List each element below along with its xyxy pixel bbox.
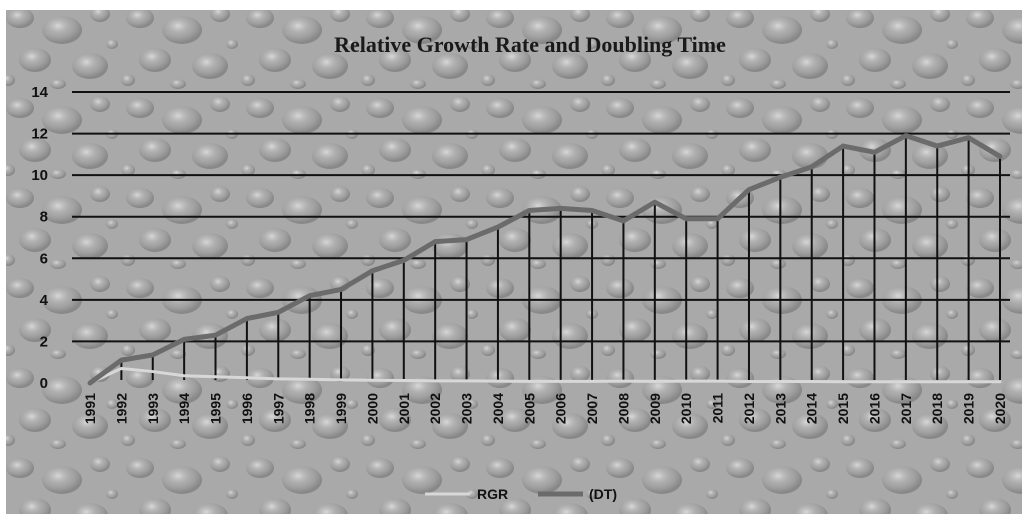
y-tick-label: 10 <box>31 167 48 184</box>
x-tick-label: 1992 <box>113 393 129 424</box>
x-tick-label: 2020 <box>992 393 1008 424</box>
y-tick-label: 8 <box>40 209 48 226</box>
y-tick-label: 0 <box>40 375 48 392</box>
legend-label-rgr: RGR <box>477 486 508 502</box>
x-tick-label: 2014 <box>804 393 820 424</box>
chart-background <box>6 10 1022 514</box>
x-tick-label: 2010 <box>678 393 694 424</box>
y-tick-label: 4 <box>40 292 49 309</box>
x-tick-label: 2012 <box>741 393 757 424</box>
x-tick-label: 2018 <box>929 393 945 424</box>
x-tick-label: 1997 <box>270 393 286 424</box>
x-tick-label: 1998 <box>302 393 318 424</box>
x-tick-label: 2000 <box>364 393 380 424</box>
x-tick-label: 1996 <box>239 393 255 424</box>
x-axis-tick-labels: 1991 1992 1993 1994 1995 1996 1997 1998 1999 2000… <box>82 393 1008 424</box>
gridlines <box>72 91 1010 380</box>
x-tick-label: 2005 <box>521 393 537 424</box>
y-tick-label: 2 <box>40 333 48 350</box>
x-tick-label: 1999 <box>333 393 349 424</box>
x-tick-label: 2017 <box>898 393 914 424</box>
legend-label-dt: (DT) <box>589 486 617 502</box>
series-line-dt <box>87 133 1003 386</box>
x-tick-label: 2007 <box>584 393 600 424</box>
y-tick-label: 6 <box>40 250 48 267</box>
x-tick-label: 1995 <box>208 393 224 424</box>
y-axis-tick-labels: 0 2 4 6 8 10 12 14 <box>31 84 48 392</box>
x-tick-label: 2016 <box>866 393 882 424</box>
x-tick-label: 2015 <box>835 393 851 424</box>
series-line-rgr <box>88 366 1002 385</box>
x-tick-label: 2002 <box>427 393 443 424</box>
x-tick-label: 2001 <box>396 393 412 424</box>
x-tick-label: 2006 <box>553 393 569 424</box>
x-tick-label: 1993 <box>145 393 161 424</box>
x-tick-label: 2004 <box>490 393 506 424</box>
legend: RGR (DT) <box>425 486 617 502</box>
y-tick-label: 14 <box>31 84 48 101</box>
series-lines <box>87 133 1003 386</box>
x-tick-label: 2013 <box>772 393 788 424</box>
x-tick-label: 2019 <box>961 393 977 424</box>
x-tick-label: 1994 <box>176 393 192 424</box>
chart-title: Relative Growth Rate and Doubling Time <box>334 32 726 57</box>
x-tick-label: 1991 <box>82 393 98 424</box>
x-tick-label: 2011 <box>710 393 726 424</box>
x-tick-label: 2003 <box>459 393 475 424</box>
x-tick-label: 2008 <box>615 393 631 424</box>
y-tick-label: 12 <box>31 126 48 143</box>
x-tick-label: 2009 <box>647 393 663 424</box>
